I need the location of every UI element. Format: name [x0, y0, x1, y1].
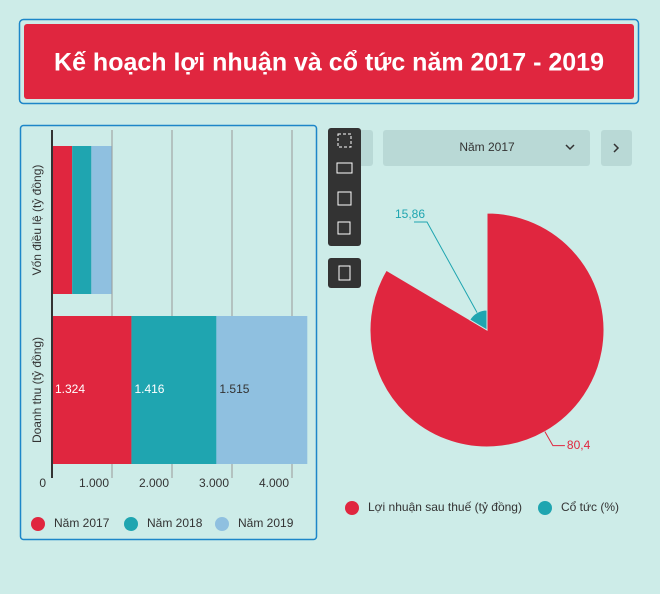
y-category-label: Doanh thu (tỷ đồng) [30, 337, 44, 443]
swap-icon[interactable] [336, 162, 353, 174]
bar-segment [72, 146, 92, 294]
x-tick-label: 0 [39, 476, 46, 490]
legend-label: Lợi nhuận sau thuế (tỷ đồng) [368, 500, 522, 514]
legend-marker [345, 501, 359, 515]
year-select: Năm 2017 [459, 140, 515, 154]
data-label: 1.515 [219, 382, 249, 396]
grid-icon[interactable] [337, 133, 352, 148]
x-tick-label: 3.000 [199, 476, 229, 490]
bar-frame [19, 124, 318, 541]
legend-marker [215, 517, 229, 531]
legend-marker [31, 517, 45, 531]
title: Kế hoạch lợi nhuận và cổ tức năm 2017 - … [54, 49, 604, 77]
bar-segment [131, 316, 217, 464]
next-button[interactable] [601, 130, 632, 166]
delete-button[interactable] [328, 258, 361, 288]
header [24, 24, 634, 99]
legend-label: Năm 2019 [238, 516, 294, 530]
x-tick-label: 4.000 [259, 476, 289, 490]
bar-segment [52, 146, 73, 294]
data-label: 1.416 [134, 382, 164, 396]
legend-marker [124, 517, 138, 531]
y-category-label: Vốn điều lệ (tỷ đồng) [30, 165, 44, 276]
leader-line [544, 431, 565, 447]
x-tick-label: 1.000 [79, 476, 109, 490]
toolbar [328, 128, 361, 246]
data-label: 80,4 [567, 438, 591, 452]
bar-segment [91, 146, 112, 294]
bar-segment [52, 316, 132, 464]
download-icon[interactable] [337, 191, 352, 206]
pie-slice [369, 212, 605, 448]
legend-label: Cổ tức (%) [561, 500, 619, 514]
delete-icon [338, 265, 351, 281]
copy-icon[interactable] [337, 221, 351, 235]
header-frame [18, 18, 640, 105]
next-icon [613, 143, 620, 153]
data-label: 15,86 [395, 207, 425, 221]
legend-marker [538, 501, 552, 515]
x-tick-label: 2.000 [139, 476, 169, 490]
leader-line [414, 221, 478, 313]
legend-label: Năm 2017 [54, 516, 110, 530]
data-label: 1.324 [55, 382, 85, 396]
legend-label: Năm 2018 [147, 516, 203, 530]
dropdown-caret [565, 144, 575, 151]
toolbar-icons [336, 133, 353, 235]
year-dropdown[interactable] [383, 130, 590, 166]
bar-segment [216, 316, 308, 464]
